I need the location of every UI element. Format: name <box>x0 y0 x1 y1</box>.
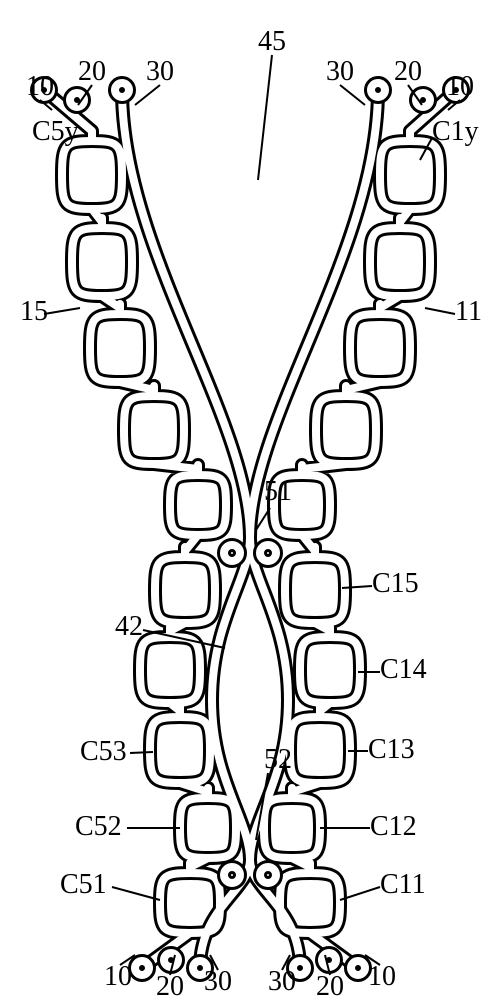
label-20: 20 <box>156 971 184 1000</box>
label-42: 42 <box>115 611 143 642</box>
label-51: 51 <box>264 476 292 507</box>
label-20: 20 <box>316 971 344 1000</box>
label-c14: C14 <box>380 654 427 685</box>
label-c51: C51 <box>60 869 107 900</box>
leader-line <box>425 308 455 314</box>
label-c12: C12 <box>370 811 417 842</box>
label-c5y: C5y <box>32 116 79 147</box>
label-c52: C52 <box>75 811 122 842</box>
label-10: 10 <box>446 71 474 102</box>
label-c1y: C1y <box>432 116 479 147</box>
label-30: 30 <box>268 966 296 997</box>
label-30: 30 <box>146 56 174 87</box>
label-10: 10 <box>26 71 54 102</box>
leader-line <box>340 85 365 105</box>
leader-line <box>130 752 153 753</box>
leader-line <box>44 308 80 314</box>
label-15: 15 <box>20 296 48 327</box>
label-30: 30 <box>204 966 232 997</box>
label-45: 45 <box>258 26 286 57</box>
label-52: 52 <box>264 744 292 775</box>
label-20: 20 <box>394 56 422 87</box>
label-c15: C15 <box>372 568 419 599</box>
label-c11: C11 <box>380 869 426 900</box>
label-30: 30 <box>326 56 354 87</box>
label-c13: C13 <box>368 734 415 765</box>
label-20: 20 <box>78 56 106 87</box>
leader-line <box>112 887 160 900</box>
leader-line <box>258 55 272 180</box>
label-10: 10 <box>104 961 132 992</box>
leader-line <box>135 85 160 105</box>
label-c53: C53 <box>80 736 127 767</box>
label-11: 11 <box>455 296 482 327</box>
label-10: 10 <box>368 961 396 992</box>
diagram-canvas: 45 30 20 10 30 20 10 C5y C1y 15 11 51 C15 42 C14 C53 52 C… <box>0 0 501 1000</box>
